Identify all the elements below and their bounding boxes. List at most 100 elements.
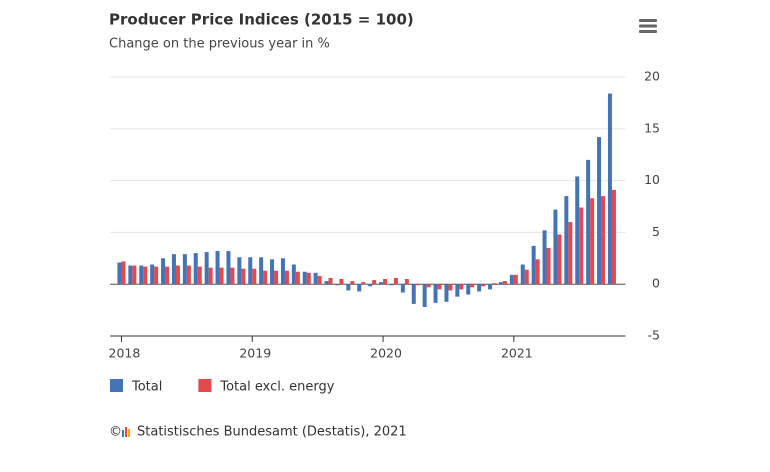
bar: [546, 247, 551, 285]
bar: [335, 284, 340, 286]
bar: [379, 282, 384, 285]
bar: [520, 264, 525, 285]
bar: [132, 265, 137, 285]
y-tick-label: 20: [644, 69, 660, 84]
y-tick-label: 5: [652, 224, 660, 239]
bar: [165, 266, 170, 285]
bar: [470, 284, 475, 288]
bar: [498, 282, 503, 285]
bar: [280, 258, 285, 285]
bar: [328, 277, 333, 285]
bar: [208, 267, 213, 285]
bar: [204, 252, 209, 285]
credits: © Statistisches Bundesamt (Destatis), 20…: [109, 425, 407, 440]
bar: [161, 258, 166, 285]
bar: [535, 259, 540, 285]
bar: [564, 196, 569, 285]
bar: [306, 272, 311, 285]
bar: [291, 264, 296, 285]
source: Statistisches Bundesamt (Destatis), 2021: [137, 425, 407, 440]
menu-button[interactable]: [638, 17, 658, 35]
y-tick-label: 15: [644, 120, 660, 135]
bar: [284, 270, 289, 285]
bar: [346, 284, 351, 291]
bar: [488, 284, 493, 290]
bar: [237, 257, 242, 285]
bar: [302, 271, 307, 285]
bar: [154, 266, 159, 285]
bar: [143, 266, 148, 285]
bar: [492, 283, 497, 285]
bar: [372, 280, 377, 285]
bar: [422, 284, 427, 307]
chart-subtitle: Change on the previous year in %: [109, 37, 330, 52]
bar: [259, 257, 264, 285]
bar: [368, 284, 373, 287]
bar: [531, 245, 536, 285]
bar: [121, 261, 126, 285]
bar: [553, 209, 558, 285]
legend-label[interactable]: Total: [131, 380, 162, 395]
bar: [502, 281, 507, 285]
bar: [263, 270, 268, 285]
bar: [193, 253, 198, 285]
bar: [466, 284, 471, 295]
bar: [426, 284, 431, 288]
bar: [313, 272, 318, 285]
x-tick-label: 2019: [239, 346, 271, 361]
bar: [455, 284, 460, 297]
bar: [481, 284, 486, 287]
bar: [197, 266, 202, 285]
bar: [444, 284, 449, 302]
bar: [459, 284, 464, 290]
bar: [575, 176, 580, 285]
bar: [150, 264, 155, 285]
copyright-sign: ©: [109, 425, 122, 440]
legend-label[interactable]: Total excl. energy: [219, 380, 334, 395]
bar: [404, 279, 409, 285]
bar: [274, 270, 279, 285]
bar: [339, 279, 344, 285]
legend-swatch[interactable]: [198, 379, 212, 392]
chart-title: Producer Price Indices (2015 = 100): [109, 11, 414, 29]
bar: [357, 284, 362, 292]
bar: [509, 274, 514, 285]
bar: [383, 279, 388, 285]
bar: [186, 265, 191, 285]
bar: [433, 284, 438, 303]
bar: [590, 198, 595, 285]
bar: [611, 189, 616, 285]
bar: [389, 284, 394, 286]
legend-swatch[interactable]: [110, 379, 123, 392]
bar: [411, 284, 416, 304]
bar: [350, 281, 355, 285]
bar: [448, 284, 453, 291]
bar: [579, 207, 584, 285]
bar: [361, 282, 366, 285]
bar: [524, 269, 529, 285]
bar: [513, 274, 518, 285]
bar: [317, 275, 322, 285]
x-tick-label: 2020: [370, 346, 402, 361]
bar: [324, 281, 329, 285]
bar: [415, 284, 420, 286]
bar: [252, 268, 257, 285]
y-tick-label: 10: [644, 172, 660, 187]
x-tick-label: 2021: [501, 346, 533, 361]
bar: [226, 251, 231, 285]
y-tick-label: -5: [648, 328, 660, 343]
bar: [295, 271, 300, 285]
bar: [597, 137, 602, 285]
bar: [128, 265, 133, 285]
bar: [542, 230, 547, 285]
bar: [400, 284, 405, 293]
bar: [241, 268, 246, 285]
bar: [270, 259, 275, 285]
bar: [437, 284, 442, 290]
y-tick-label: 0: [652, 276, 660, 291]
bar: [477, 284, 482, 292]
bar: [557, 234, 562, 285]
bar: [215, 251, 220, 285]
bar: [117, 262, 122, 285]
